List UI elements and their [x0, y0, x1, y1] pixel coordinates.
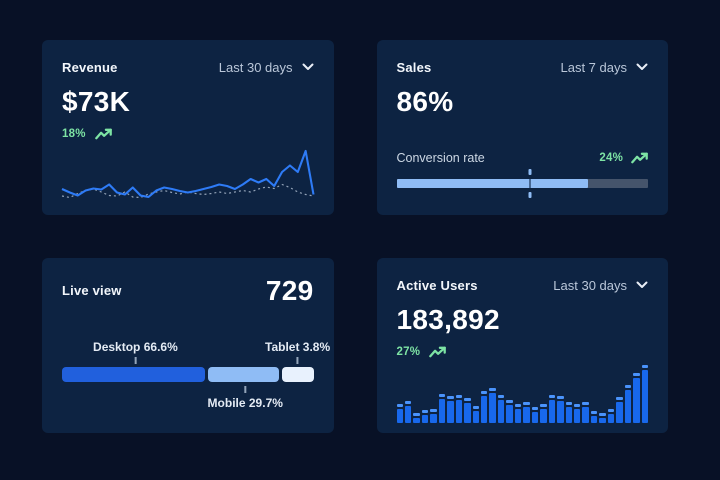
segment-desktop[interactable] — [62, 367, 206, 382]
bar[interactable] — [548, 395, 556, 423]
active-users-title: Active Users — [396, 277, 478, 293]
bar[interactable] — [616, 396, 623, 423]
active-users-range-label: Last 30 days — [553, 277, 627, 293]
bar[interactable] — [557, 395, 564, 423]
bar[interactable] — [624, 385, 632, 423]
conversion-marker-tick — [528, 169, 532, 175]
revenue-value: $73K — [62, 86, 131, 117]
bar[interactable] — [523, 401, 530, 423]
bar[interactable] — [421, 410, 429, 423]
conversion-rate-label: Conversion rate — [396, 151, 485, 165]
bar[interactable] — [455, 395, 463, 423]
bar[interactable] — [506, 399, 513, 423]
card-sales: Sales Last 7 days 86% Conversion rate 24… — [376, 40, 668, 215]
live-view-value: 729 — [265, 275, 314, 306]
bar[interactable] — [464, 398, 471, 423]
bar[interactable] — [489, 388, 496, 423]
sales-title: Sales — [396, 59, 432, 75]
bar[interactable] — [447, 395, 454, 423]
conversion-marker-notch — [528, 179, 531, 188]
sales-range-dropdown[interactable]: Last 7 days — [561, 60, 649, 75]
segment-mobile[interactable] — [208, 367, 280, 382]
conversion-bar-fill — [396, 179, 588, 188]
sales-range-label: Last 7 days — [560, 59, 628, 75]
bar[interactable] — [607, 408, 615, 423]
bar[interactable] — [574, 404, 581, 423]
chevron-down-icon — [636, 281, 648, 288]
bar[interactable] — [430, 408, 437, 423]
conversion-marker-tick — [528, 192, 532, 198]
bar[interactable] — [404, 400, 412, 423]
conversion-bar[interactable] — [396, 169, 648, 198]
active-users-bar-chart[interactable] — [396, 365, 649, 423]
revenue-delta-value: 18% — [62, 128, 86, 141]
bar[interactable] — [472, 405, 480, 423]
sales-value: 86% — [396, 86, 454, 117]
bar[interactable] — [497, 395, 505, 423]
trending-up-icon — [429, 347, 446, 358]
bar[interactable] — [641, 365, 649, 423]
revenue-title: Revenue — [62, 59, 118, 75]
bar[interactable] — [565, 401, 573, 423]
revenue-line-chart[interactable] — [62, 149, 314, 199]
card-revenue: Revenue Last 30 days $73K 18% — [42, 40, 334, 215]
trending-up-icon — [631, 152, 648, 164]
active-users-range-dropdown[interactable]: Last 30 days — [553, 278, 648, 293]
bar[interactable] — [599, 413, 606, 423]
segment-label-tablet: Tablet 3.8% — [265, 340, 330, 364]
bar[interactable] — [413, 413, 420, 423]
segment-label-mobile: Mobile 29.7% — [208, 386, 283, 410]
revenue-card-header: Revenue Last 30 days — [62, 58, 314, 76]
bar[interactable] — [396, 403, 403, 423]
segment-tablet[interactable] — [282, 367, 314, 382]
sales-delta-value: 24% — [599, 152, 623, 164]
chevron-down-icon — [302, 63, 313, 70]
card-active-users: Active Users Last 30 days 183,892 27% — [376, 258, 668, 433]
live-view-card-header: Live view 729 — [62, 275, 314, 306]
chevron-down-icon — [636, 63, 648, 70]
segment-label-desktop: Desktop 66.6% — [93, 340, 178, 364]
active-users-delta: 27% — [397, 346, 649, 358]
bar[interactable] — [531, 406, 539, 423]
bar[interactable] — [438, 394, 446, 423]
bar[interactable] — [540, 403, 547, 423]
card-live-view: Live view 729 Desktop 66.6% Mobile 29.7% T… — [42, 258, 334, 433]
live-view-title: Live view — [62, 283, 122, 299]
revenue-delta: 18% — [62, 128, 314, 140]
revenue-range-label: Last 30 days — [218, 59, 293, 75]
device-split-chart: Desktop 66.6% Mobile 29.7% Tablet 3.8% — [62, 329, 330, 415]
conversion-rate-row: Conversion rate 24% — [397, 151, 649, 165]
revenue-range-dropdown[interactable]: Last 30 days — [219, 60, 314, 75]
active-users-value: 183,892 — [396, 304, 500, 335]
bar[interactable] — [582, 401, 589, 423]
sales-delta: 24% — [599, 152, 648, 164]
bar[interactable] — [633, 372, 640, 423]
sales-card-header: Sales Last 7 days — [397, 58, 649, 76]
bar[interactable] — [481, 391, 488, 423]
active-users-card-header: Active Users Last 30 days — [397, 276, 649, 294]
active-users-delta-value: 27% — [396, 346, 421, 359]
conversion-bar-track — [396, 179, 648, 188]
trending-up-icon — [94, 129, 112, 140]
device-split-bar[interactable] — [62, 367, 314, 382]
bar[interactable] — [514, 403, 522, 423]
bar[interactable] — [590, 411, 598, 423]
